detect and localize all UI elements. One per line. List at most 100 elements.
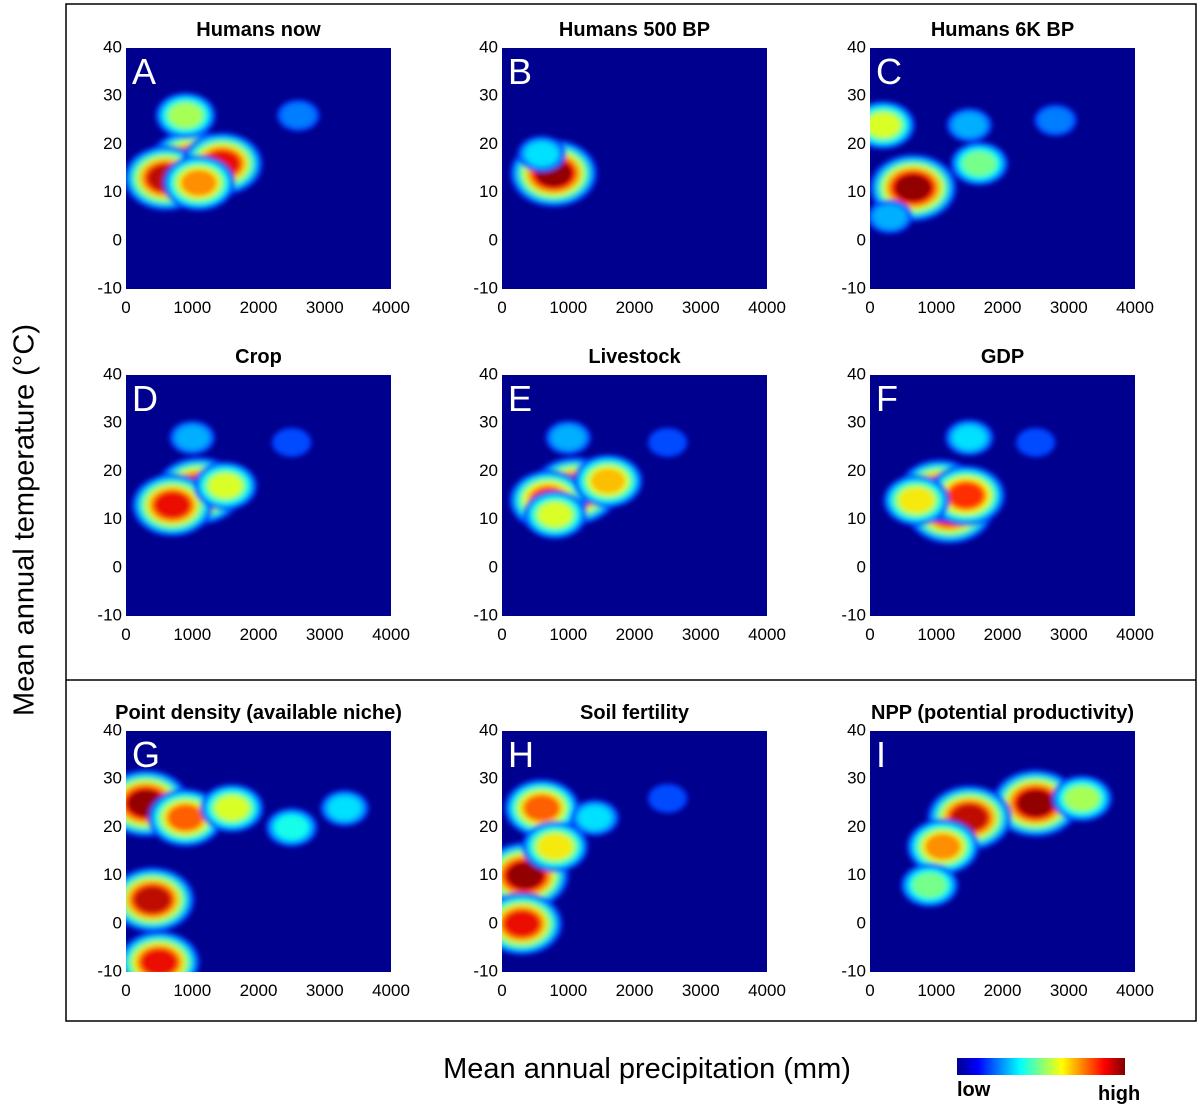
panel-letter-i: I — [876, 734, 886, 775]
y-tick-f-40: 40 — [847, 364, 866, 383]
x-tick-d-3000: 3000 — [306, 625, 344, 644]
x-tick-b-0: 0 — [497, 298, 506, 317]
density-blob-h-3-7 — [524, 795, 560, 821]
x-tick-e-4000: 4000 — [748, 625, 786, 644]
colorbar: low high — [957, 1058, 1140, 1105]
panel-letter-b: B — [508, 51, 532, 92]
panel-title-b: Humans 500 BP — [559, 19, 710, 41]
panel-title-h: Soil fertility — [580, 702, 690, 724]
x-tick-b-4000: 4000 — [748, 298, 786, 317]
y-tick-b-20: 20 — [479, 134, 498, 153]
x-tick-b-1000: 1000 — [549, 298, 587, 317]
density-blob-f-5-7 — [953, 426, 985, 449]
panel-letter-g: G — [132, 734, 160, 775]
y-tick-g-20: 20 — [103, 817, 122, 836]
y-tick-e-20: 20 — [479, 461, 498, 480]
y-tick-e--10: -10 — [473, 605, 498, 624]
panel-title-c: Humans 6K BP — [931, 19, 1074, 41]
y-tick-h-0: 0 — [489, 913, 498, 932]
x-tick-g-1000: 1000 — [173, 981, 211, 1000]
x-tick-i-3000: 3000 — [1050, 981, 1088, 1000]
x-tick-h-3000: 3000 — [682, 981, 720, 1000]
y-tick-g--10: -10 — [97, 961, 122, 980]
density-blob-g-5-7 — [215, 796, 249, 821]
x-tick-e-3000: 3000 — [682, 625, 720, 644]
y-tick-c-20: 20 — [847, 134, 866, 153]
y-tick-b-40: 40 — [479, 37, 498, 56]
y-tick-f-0: 0 — [857, 557, 866, 576]
y-tick-h--10: -10 — [473, 961, 498, 980]
y-tick-e-10: 10 — [479, 509, 498, 528]
density-marks-e — [508, 420, 688, 540]
x-tick-h-4000: 4000 — [748, 981, 786, 1000]
x-tick-c-0: 0 — [865, 298, 874, 317]
x-tick-d-4000: 4000 — [372, 625, 410, 644]
y-tick-g-0: 0 — [113, 913, 122, 932]
colorbar-gradient — [957, 1058, 1125, 1075]
x-tick-c-2000: 2000 — [984, 298, 1022, 317]
x-tick-b-3000: 3000 — [682, 298, 720, 317]
x-tick-h-2000: 2000 — [616, 981, 654, 1000]
colorbar-high-label: high — [1098, 1083, 1140, 1105]
density-blob-c-4-7 — [954, 114, 985, 137]
x-tick-f-1000: 1000 — [917, 625, 955, 644]
x-tick-f-4000: 4000 — [1116, 625, 1154, 644]
x-tick-a-0: 0 — [121, 298, 130, 317]
panel-i: NPP (potential productivity)I-1001020304… — [841, 702, 1153, 1000]
x-tick-d-0: 0 — [121, 625, 130, 644]
panel-title-a: Humans now — [196, 19, 321, 41]
y-tick-c-10: 10 — [847, 182, 866, 201]
density-blob-f-6-7 — [1020, 431, 1051, 454]
density-blob-h-1-7 — [506, 862, 544, 890]
y-tick-a-20: 20 — [103, 134, 122, 153]
x-tick-g-3000: 3000 — [306, 981, 344, 1000]
y-tick-h-40: 40 — [479, 720, 498, 739]
x-tick-f-3000: 3000 — [1050, 625, 1088, 644]
panel-title-f: GDP — [981, 346, 1024, 368]
density-blob-a-6-7 — [283, 104, 314, 127]
density-blob-i-5-7 — [1065, 786, 1099, 811]
x-tick-f-2000: 2000 — [984, 625, 1022, 644]
y-tick-f-10: 10 — [847, 509, 866, 528]
x-tick-a-2000: 2000 — [240, 298, 278, 317]
y-tick-c-30: 30 — [847, 86, 866, 105]
density-blob-c-1-7 — [894, 174, 932, 202]
x-tick-d-1000: 1000 — [173, 625, 211, 644]
panel-title-e: Livestock — [588, 346, 681, 368]
panel-letter-h: H — [508, 734, 534, 775]
x-tick-e-1000: 1000 — [549, 625, 587, 644]
panel-g: Point density (available niche) G -10 0 10 20… — [97, 702, 409, 1000]
panel-title-g: Point density (available niche) — [115, 702, 402, 724]
y-tick-a-30: 30 — [103, 86, 122, 105]
density-blob-i-1-7 — [1017, 789, 1054, 817]
x-tick-b-2000: 2000 — [616, 298, 654, 317]
density-blob-c-6-7 — [874, 205, 906, 228]
density-marks-i — [900, 769, 1113, 908]
x-axis-label: Mean annual precipitation (mm) — [443, 1053, 851, 1085]
y-tick-d-40: 40 — [103, 364, 122, 383]
y-tick-g-10: 10 — [103, 865, 122, 884]
y-tick-c--10: -10 — [841, 278, 866, 297]
density-marks-h — [502, 778, 688, 956]
figure-frame — [65, 3, 1197, 1022]
y-axis-label: Mean annual temperature (°C) — [9, 324, 41, 716]
y-tick-i-20: 20 — [847, 817, 866, 836]
y-tick-b--10: -10 — [473, 278, 498, 297]
x-tick-f-0: 0 — [865, 625, 874, 644]
density-blob-f-3-7 — [948, 482, 984, 509]
x-tick-i-1000: 1000 — [917, 981, 955, 1000]
density-blob-f-4-7 — [899, 488, 934, 513]
y-tick-e-0: 0 — [489, 557, 498, 576]
density-blob-e-4-7 — [538, 502, 572, 527]
y-tick-a--10: -10 — [97, 278, 122, 297]
density-marks-c — [870, 100, 1077, 234]
y-tick-i-40: 40 — [847, 720, 866, 739]
density-marks-b — [509, 135, 598, 208]
y-tick-h-30: 30 — [479, 769, 498, 788]
panel-letter-d: D — [132, 378, 158, 419]
density-blob-h-6-7 — [652, 787, 683, 810]
density-blob-c-5-7 — [1040, 109, 1071, 132]
